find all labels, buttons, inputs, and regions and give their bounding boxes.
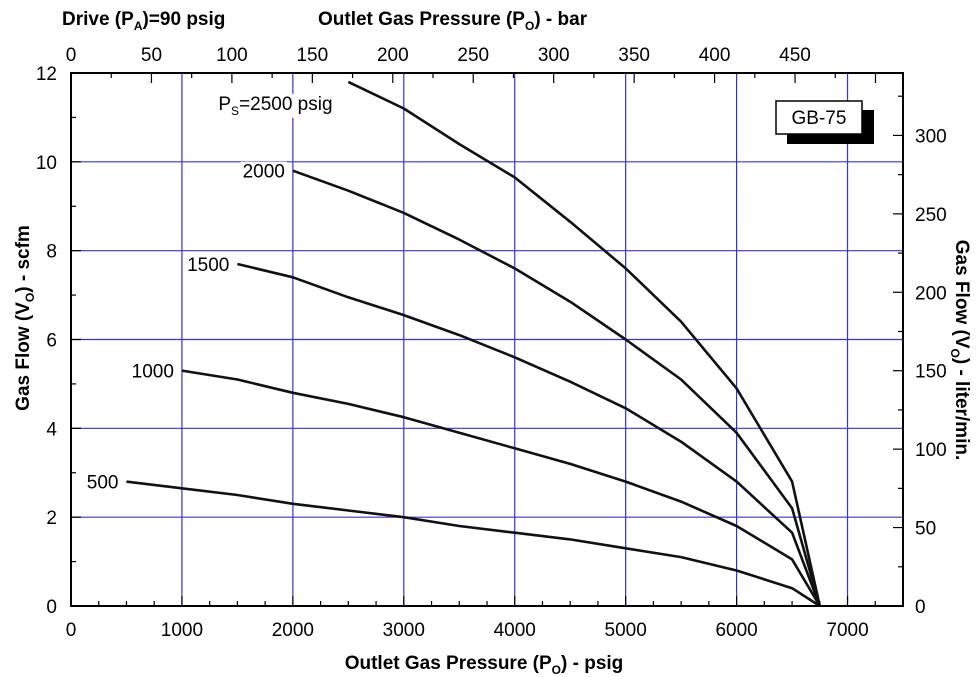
drive-pressure-label: Drive (PA)=90 psig [62,9,225,33]
x2-tick-label: 50 [141,45,162,66]
x2-tick-label: 0 [66,45,77,66]
x2-tick-label: 300 [538,45,570,66]
x2-tick-label: 400 [699,45,731,66]
curve-label-sub: S [231,104,239,118]
x2-axis-title: Outlet Gas Pressure (PO) - bar [318,9,588,33]
curve-label: PS=2500 psig [218,94,332,118]
y2-tick-label: 100 [915,440,947,461]
model-badge: GB-75 [775,100,874,144]
y2-tick-label: 250 [915,205,947,226]
y-tick-label: 4 [46,419,57,440]
curve-line [181,369,821,607]
y-axis-title: Gas Flow (VO) - scfm [13,225,37,411]
x-tick-label: 6000 [715,620,757,641]
grid [71,73,903,606]
y2-tick-label: 150 [915,362,947,383]
curves [126,80,822,608]
y-tick-label: 0 [46,597,57,618]
curve-label-background [129,361,176,383]
y-tick-label: 6 [46,331,57,352]
y2-axis-title: Gas Flow (VO) - liter/min. [948,240,972,461]
axis-ticks [70,72,904,607]
y2-tick-label: 300 [915,126,947,147]
y2-tick-label: 200 [915,283,947,304]
x2-tick-label: 200 [377,45,409,66]
curve-label-main: 2000 [243,162,285,183]
curve-line [237,262,822,607]
x-tick-label: 5000 [605,620,647,641]
curve-label-main: 1000 [132,362,174,383]
x2-tick-label: 100 [216,45,248,66]
curve-label-background [84,472,121,494]
model-badge-box [775,100,863,135]
y-tick-label: 8 [46,242,57,263]
curve-label-background [185,254,232,276]
curve-label-tail: =2500 psig [239,94,332,115]
y2-tick-label: 0 [915,597,926,618]
curve-label: 500 [87,473,119,494]
x-tick-label: 7000 [826,620,868,641]
curve-label-background [240,161,287,183]
curve-label: 1000 [132,362,174,383]
x2-tick-label: 150 [296,45,328,66]
x-tick-label: 0 [66,620,77,641]
curve-labels: 500 1000 1500 2000 PS=2500 psig [84,93,335,494]
curve-label: 1500 [187,255,229,276]
curve-label-main: 500 [87,473,119,494]
curve-line [347,80,822,607]
y-tick-label: 10 [36,153,57,174]
model-badge-text: GB-75 [792,108,847,129]
x-tick-label: 1000 [161,620,203,641]
x2-tick-label: 250 [457,45,489,66]
curve-line [292,169,822,607]
x-tick-label: 2000 [272,620,314,641]
y-tick-label: 2 [46,508,57,529]
x-tick-label: 3000 [383,620,425,641]
x2-tick-label: 450 [779,45,811,66]
curve-line [126,480,821,608]
x-axis-title: Outlet Gas Pressure (PO) - psig [345,653,624,677]
y2-tick-label: 50 [915,519,936,540]
y-tick-label: 12 [36,64,57,85]
x2-tick-label: 350 [618,45,650,66]
curve-label-background [216,93,335,118]
curve-label-main: 1500 [187,255,229,276]
x-tick-label: 4000 [494,620,536,641]
curve-label-main: P [218,94,231,115]
curve-label: 2000 [243,162,285,183]
